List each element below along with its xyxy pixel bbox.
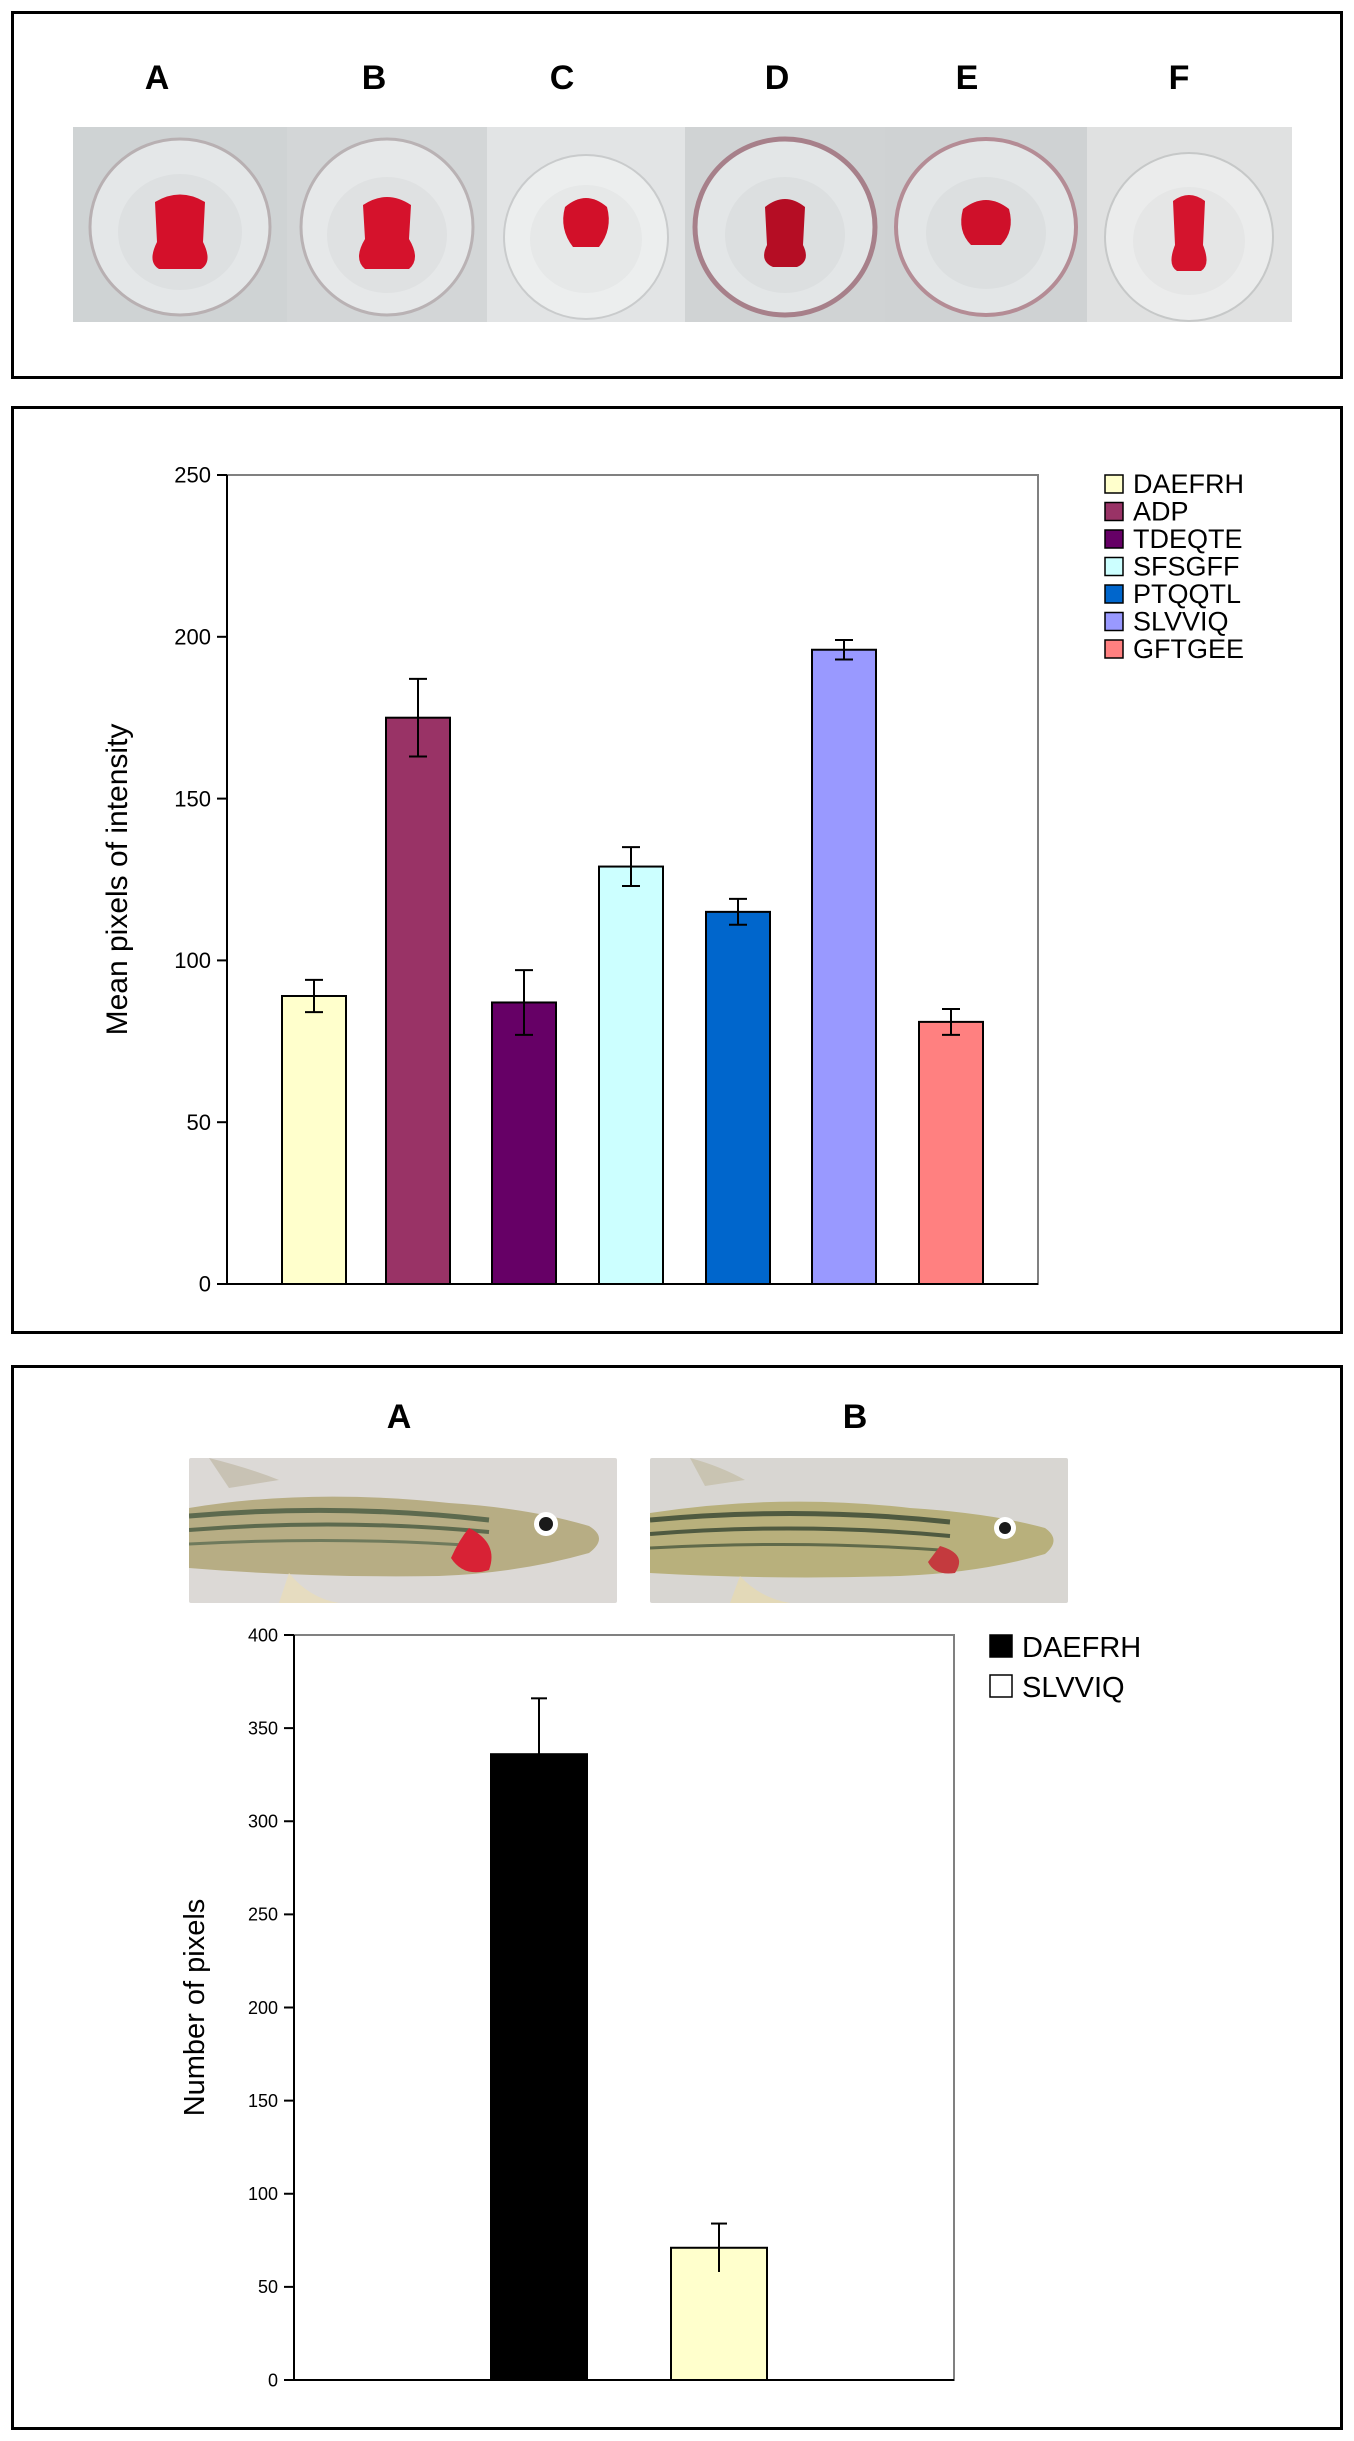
- bar-gftgee: [918, 1020, 984, 1285]
- intensity-bar-chart: 0 50 100 150 200 250 Mean pixels of intensity D…: [101, 463, 1244, 1297]
- intensity-chart-panel: 0 50 100 150 200 250 Mean pixels of intensity D…: [11, 406, 1343, 1334]
- legend-label-sfsgff: SFSGFF: [1133, 552, 1240, 582]
- well-label-c: C: [549, 59, 575, 97]
- legend-swatch-tdeqte: [1104, 529, 1124, 549]
- legend-label-slvviq: SLVVIQ: [1022, 1672, 1125, 1704]
- well-label-a: A: [144, 59, 170, 97]
- legend-swatch-ptqqtl: [1104, 584, 1124, 604]
- y-tick-label: 350: [248, 1718, 278, 1738]
- well-label-b: B: [361, 59, 387, 97]
- well-image-f: [1087, 127, 1292, 322]
- well-label-e: E: [955, 59, 979, 97]
- wells-panel: A B C D E F: [11, 11, 1343, 379]
- bar-adp: [385, 716, 451, 1285]
- legend-label-ptqqtl: PTQQTL: [1133, 579, 1241, 609]
- y-tick-label: 50: [258, 2277, 278, 2297]
- legend-swatch-sfsgff: [1104, 556, 1124, 577]
- y-tick-label: 400: [248, 1625, 278, 1645]
- y-tick-label: 100: [248, 2184, 278, 2204]
- y-tick-label: 200: [174, 625, 211, 650]
- bar-slvviq: [811, 648, 877, 1285]
- legend-swatch-gftgee: [1104, 639, 1124, 659]
- well-label-f: F: [1168, 59, 1190, 97]
- well-image-d: [685, 127, 885, 322]
- legend-label-tdeqte: TDEQTE: [1133, 524, 1243, 554]
- bar-ptqqtl: [705, 910, 771, 1285]
- well-image-a: [73, 127, 287, 322]
- y-tick-label: 50: [187, 1110, 211, 1135]
- legend-label-daefrh: DAEFRH: [1022, 1632, 1141, 1664]
- bar-sfsgff: [598, 865, 664, 1285]
- legend-label-slvviq: SLVVIQ: [1133, 607, 1229, 637]
- legend-label-gftgee: GFTGEE: [1133, 634, 1244, 664]
- bar-tdeqte: [491, 1001, 557, 1286]
- y-tick-label: 100: [174, 948, 211, 973]
- y-tick-label: 300: [248, 1812, 278, 1832]
- well-image-e: [885, 127, 1087, 322]
- legend-label-adp: ADP: [1133, 497, 1189, 527]
- pixels-bar-chart: 0 50 100 150 200 250 300 350 400 Number of pixels…: [179, 1625, 1141, 2390]
- legend-swatch-slvviq: [989, 1674, 1013, 1698]
- legend-label-daefrh: DAEFRH: [1133, 469, 1244, 499]
- fish-label-b: B: [842, 1398, 868, 1436]
- legend-swatch-daefrh: [989, 1634, 1013, 1658]
- y-tick-label: 250: [174, 463, 211, 488]
- y-tick-label: 0: [268, 2370, 278, 2390]
- legend-swatch-adp: [1104, 501, 1124, 522]
- y-axis-label: Number of pixels: [179, 1899, 211, 2117]
- fish-image-a: [189, 1458, 617, 1603]
- well-label-d: D: [764, 59, 790, 97]
- bar-daefrh: [281, 994, 347, 1285]
- fish-label-a: A: [386, 1398, 412, 1436]
- y-tick-label: 0: [199, 1272, 211, 1297]
- y-tick-label: 200: [248, 1998, 278, 2018]
- fish-image-b: [650, 1458, 1068, 1603]
- well-image-c: [487, 127, 685, 322]
- bar-daefrh: [490, 1753, 588, 2381]
- y-tick-label: 150: [248, 2091, 278, 2111]
- well-image-b: [287, 127, 487, 322]
- legend-swatch-daefrh: [1104, 474, 1124, 494]
- y-tick-label: 150: [174, 786, 211, 811]
- legend-swatch-slvviq: [1104, 611, 1124, 632]
- y-tick-label: 250: [248, 1905, 278, 1925]
- y-axis-label: Mean pixels of intensity: [101, 724, 134, 1036]
- pixels-chart-panel: A B 0 50 100 150 200 250 300 350 400 Number of pi…: [11, 1365, 1343, 2430]
- plot-area: [293, 1634, 955, 2381]
